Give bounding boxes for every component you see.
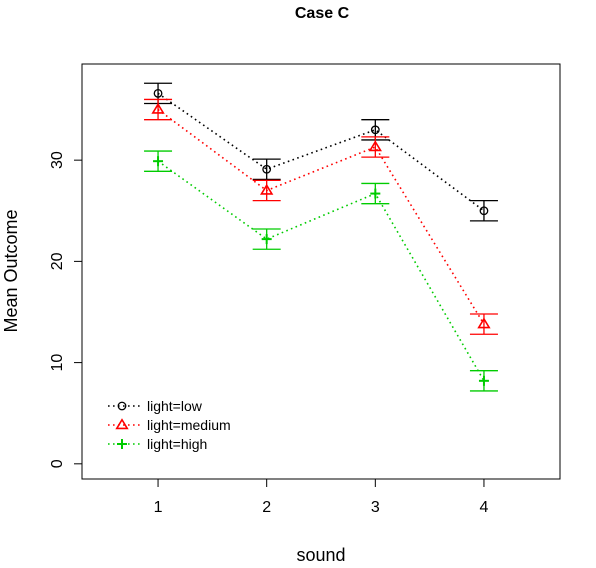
circle-marker (262, 164, 272, 174)
y-tick-label: 10 (49, 354, 66, 372)
x-tick-label: 2 (262, 499, 271, 516)
legend-label: light=low (147, 398, 203, 414)
series-light-low (144, 82, 498, 222)
legend-item: light=low (108, 398, 203, 414)
plot-frame (81, 63, 561, 480)
series-line (157, 160, 485, 382)
series-light-medium (144, 98, 498, 335)
legend: light=low light=medium light=high (108, 398, 231, 452)
circle-marker (153, 88, 163, 98)
circle-marker (117, 401, 127, 411)
legend-item: light=high (108, 436, 207, 452)
series-line (157, 108, 485, 325)
series-light-high (144, 150, 498, 392)
triangle-marker (151, 102, 165, 114)
y-axis-label: Mean Outcome (1, 209, 21, 332)
triangle-marker (260, 183, 274, 195)
x-tick-label: 4 (480, 499, 489, 516)
y-tick-label: 20 (49, 252, 66, 270)
circle-marker (479, 206, 489, 216)
x-axis: 1 2 3 4 (154, 479, 489, 516)
legend-item: light=medium (108, 417, 231, 433)
circle-marker (370, 125, 380, 135)
y-axis: 0 10 20 30 (49, 151, 82, 468)
y-tick-label: 30 (49, 151, 66, 169)
triangle-marker (368, 140, 382, 152)
legend-label: light=high (147, 436, 207, 452)
x-tick-label: 3 (371, 499, 380, 516)
triangle-marker (477, 317, 491, 329)
x-axis-label: sound (296, 545, 345, 565)
series-line (157, 92, 485, 212)
y-tick-label: 0 (49, 459, 66, 468)
x-tick-label: 1 (154, 499, 163, 516)
legend-label: light=medium (147, 417, 231, 433)
triangle-marker (115, 418, 129, 430)
series-layer (144, 82, 498, 392)
chart-title: Case C (295, 5, 350, 22)
